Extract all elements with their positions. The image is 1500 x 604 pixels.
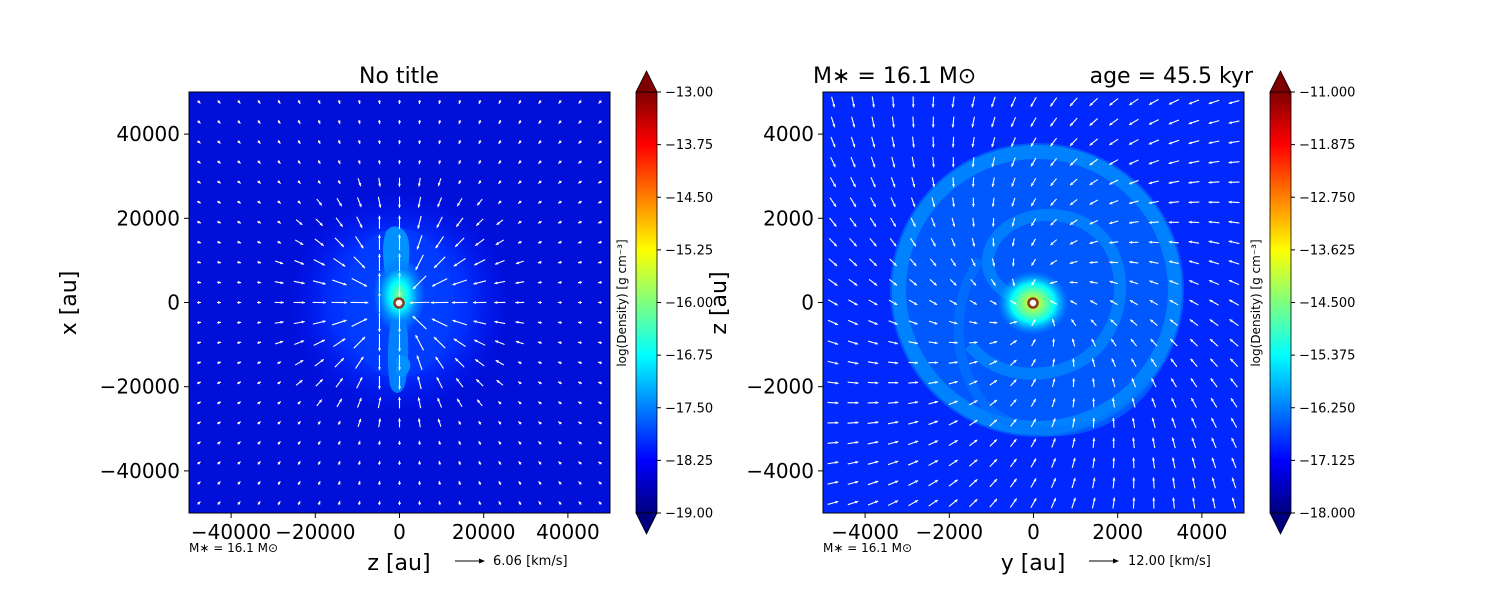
left-colorbar-min-extend xyxy=(636,513,657,534)
right-colorbar-tick-label: −11.000 xyxy=(1299,86,1355,101)
right-colorbar-bar xyxy=(1270,92,1291,513)
right-title-age: age = 45.5 kyr xyxy=(1090,64,1254,89)
right-colorbar-tick-label: −16.250 xyxy=(1299,401,1355,416)
left-xtick-label: 40000 xyxy=(536,520,600,544)
left-colorbar-tick-label: −16.75 xyxy=(665,349,713,364)
left-colorbar-tick-label: −15.25 xyxy=(665,243,713,258)
right-key-arrowhead xyxy=(1113,559,1119,564)
right-ytick-label: −2000 xyxy=(746,375,814,399)
right-xtick-label: 4000 xyxy=(1176,520,1227,544)
right-ytick-label: 0 xyxy=(801,291,814,315)
left-ytick-label: −20000 xyxy=(100,375,180,399)
left-velocity-key: 6.06 [km/s] xyxy=(455,554,568,569)
left-colorbar-tick-label: −14.50 xyxy=(665,191,713,206)
right-velocity-key: 12.00 [km/s] xyxy=(1089,554,1211,569)
right-colorbar-max-extend xyxy=(1270,71,1291,92)
right-colorbar-tick-label: −11.875 xyxy=(1299,138,1355,153)
right-colorbar-tick-label: −18.000 xyxy=(1299,507,1355,522)
left-xtick-label: −20000 xyxy=(275,520,355,544)
left-colorbar-bar xyxy=(636,92,657,513)
right-colorbar-label: log(Density) [g cm⁻³] xyxy=(1249,239,1263,366)
left-panel-title: No title xyxy=(359,64,439,89)
right-colorbar: −11.000 −11.875 −12.750 −13.625 −14.500 −15.3… xyxy=(1249,71,1355,534)
right-title-star-mass: M∗ = 16.1 M⊙ xyxy=(813,64,976,89)
left-xlabel: z [au] xyxy=(367,551,430,576)
right-colorbar-tick-label: −14.500 xyxy=(1299,296,1355,311)
right-colorbar-ticks: −11.000 −11.875 −12.750 −13.625 −14.500 −15.3… xyxy=(1291,86,1355,522)
left-colorbar-tick-label: −13.75 xyxy=(665,138,713,153)
left-colorbar-ticks: −13.00 −13.75 −14.50 −15.25 −16.00 −16.75 −17.… xyxy=(657,86,713,522)
right-key-label: 12.00 [km/s] xyxy=(1128,554,1211,569)
right-panel: M∗ = 16.1 M⊙ age = 45.5 kyr −4000 −2000 0 2… xyxy=(707,64,1355,576)
left-colorbar-tick-label: −16.00 xyxy=(665,296,713,311)
left-ytick-label: 40000 xyxy=(116,122,180,146)
right-xtick-label: 2000 xyxy=(1092,520,1143,544)
left-star-marker xyxy=(395,299,404,308)
left-star-label: M∗ = 16.1 M⊙ xyxy=(189,541,278,555)
right-ylabel: z [au] xyxy=(707,271,732,334)
right-xlabel: y [au] xyxy=(1001,551,1066,576)
left-ylabel: x [au] xyxy=(57,271,82,336)
left-colorbar: −13.00 −13.75 −14.50 −15.25 −16.00 −16.75 −17.… xyxy=(615,71,713,534)
left-colorbar-label: log(Density) [g cm⁻³] xyxy=(615,239,629,366)
left-colorbar-tick-label: −13.00 xyxy=(665,86,713,101)
right-colorbar-tick-label: −13.625 xyxy=(1299,243,1355,258)
left-ytick-label: −40000 xyxy=(100,459,180,483)
right-colorbar-min-extend xyxy=(1270,513,1291,534)
left-ytick-label: 0 xyxy=(167,291,180,315)
left-colorbar-tick-label: −18.25 xyxy=(665,454,713,469)
right-star-marker xyxy=(1029,299,1038,308)
left-xtick-label: 0 xyxy=(393,520,406,544)
right-colorbar-tick-label: −17.125 xyxy=(1299,454,1355,469)
left-colorbar-tick-label: −19.00 xyxy=(665,507,713,522)
left-ytick-label: 20000 xyxy=(116,206,180,230)
left-key-arrowhead xyxy=(479,559,485,564)
right-xtick-label: −2000 xyxy=(915,520,983,544)
right-ytick-label: −4000 xyxy=(746,459,814,483)
right-ytick-label: 2000 xyxy=(763,206,814,230)
right-density-map xyxy=(823,92,1244,513)
right-ytick-label: 4000 xyxy=(763,122,814,146)
left-density-map xyxy=(189,92,610,513)
left-colorbar-tick-label: −17.50 xyxy=(665,401,713,416)
right-xtick-label: 0 xyxy=(1027,520,1040,544)
left-xtick-label: 20000 xyxy=(452,520,516,544)
right-colorbar-tick-label: −15.375 xyxy=(1299,349,1355,364)
left-key-label: 6.06 [km/s] xyxy=(493,554,568,569)
right-colorbar-tick-label: −12.750 xyxy=(1299,191,1355,206)
right-star-label: M∗ = 16.1 M⊙ xyxy=(823,541,912,555)
left-colorbar-max-extend xyxy=(636,71,657,92)
